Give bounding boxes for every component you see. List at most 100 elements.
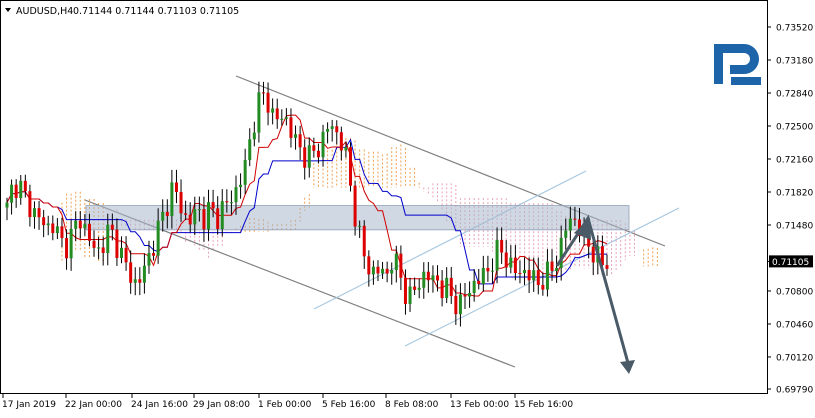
ohlc-values: 0.71144 0.71144 0.71103 0.71105 [73, 6, 239, 17]
candle-body [367, 256, 371, 275]
x-tick-label: 1 Feb 00:00 [258, 400, 312, 410]
candle-body [339, 132, 343, 151]
candle-body [495, 239, 499, 271]
candle-body [523, 269, 527, 274]
x-tick-label: 29 Jan 08:00 [193, 400, 250, 410]
candle-body [394, 253, 398, 270]
candle-body [591, 246, 595, 263]
x-tick-label: 15 Feb 16:00 [514, 400, 573, 410]
candle-body [335, 126, 339, 133]
last-price-label: 0.71105 [772, 258, 809, 268]
candle-body [110, 224, 114, 230]
candle-body [243, 160, 247, 185]
candle-body [468, 293, 472, 297]
candle-body [440, 280, 444, 299]
candle-body [555, 267, 559, 271]
candle-body [509, 257, 513, 268]
candle-body [252, 132, 256, 140]
candle-body [362, 225, 366, 257]
candle-body [165, 211, 169, 217]
candle-body [605, 265, 609, 269]
y-tick-label: 0.73520 [776, 24, 813, 34]
x-tick-label: 22 Jan 00:00 [65, 400, 122, 410]
candle-body [390, 269, 394, 274]
candle-body [568, 218, 572, 231]
candle-body [573, 218, 577, 220]
candle-body [349, 147, 352, 186]
candle-body [449, 277, 453, 296]
candle-body [298, 134, 302, 148]
candle-body [532, 270, 536, 281]
candle-body [225, 201, 229, 203]
candle-body [197, 209, 201, 211]
candle-body [564, 230, 568, 238]
candle-body [92, 240, 96, 248]
candle-body [477, 280, 481, 285]
candle-body [179, 192, 183, 214]
candle-body [188, 214, 192, 225]
candle-body [294, 134, 298, 138]
candle-body [316, 150, 320, 158]
candle-body [326, 128, 330, 132]
x-tick-label: 17 Jan 2019 [2, 400, 56, 410]
candle-body [289, 117, 293, 138]
resistance-zone [85, 205, 630, 231]
triangle-down-icon[interactable] [5, 8, 11, 12]
candle-body [385, 268, 389, 274]
candle-body [32, 208, 36, 218]
candle-body [371, 266, 375, 275]
candle-body [133, 279, 137, 283]
candle-body [376, 266, 380, 274]
x-tick-label: 8 Feb 08:00 [385, 400, 439, 410]
symbol-label: AUDUSD,H4 [16, 6, 73, 17]
candle-body [454, 295, 458, 315]
candle-body [5, 202, 9, 208]
candle-body [422, 271, 426, 288]
candle-body [129, 262, 133, 283]
candle-body [536, 270, 540, 286]
candle-body [307, 145, 311, 168]
candle-body [248, 139, 252, 161]
candle-body [481, 267, 485, 285]
candle-body [303, 147, 307, 168]
ascending-channel-upper [313, 170, 587, 310]
candle-body [545, 261, 549, 290]
candle-body [280, 118, 284, 120]
candle-body [207, 202, 211, 230]
forecast-arrowhead-down [620, 360, 635, 374]
candle-body [234, 187, 238, 203]
candle-body [229, 202, 233, 204]
y-tick-label: 0.71820 [776, 188, 813, 198]
kijun-line [6, 138, 607, 285]
candle-body [436, 275, 440, 281]
candle-body [10, 184, 14, 203]
candle-body [46, 223, 50, 226]
x-tick-label: 5 Feb 16:00 [322, 400, 376, 410]
candle-body [83, 223, 87, 229]
candle-body [28, 191, 32, 218]
candle-body [78, 220, 82, 229]
x-tick-label: 24 Jan 16:00 [131, 400, 188, 410]
candle-body [458, 294, 462, 315]
candle-body [101, 247, 105, 254]
y-tick-label: 0.69790 [776, 386, 813, 396]
candle-body [381, 268, 385, 274]
candle-body [106, 224, 110, 254]
candle-body [403, 277, 407, 304]
candle-body [220, 201, 224, 229]
candle-body [257, 92, 261, 133]
candles [5, 81, 609, 327]
candle-body [486, 267, 490, 272]
candle-body [23, 180, 27, 192]
candle-body [413, 286, 417, 290]
candle-body [513, 257, 517, 274]
candle-body [472, 280, 476, 294]
candle-body [330, 126, 334, 129]
candle-body [490, 270, 494, 272]
candle-body [408, 286, 412, 304]
candle-body [51, 223, 55, 234]
forecast-arrowhead-up [574, 218, 591, 240]
candle-body [14, 184, 18, 199]
